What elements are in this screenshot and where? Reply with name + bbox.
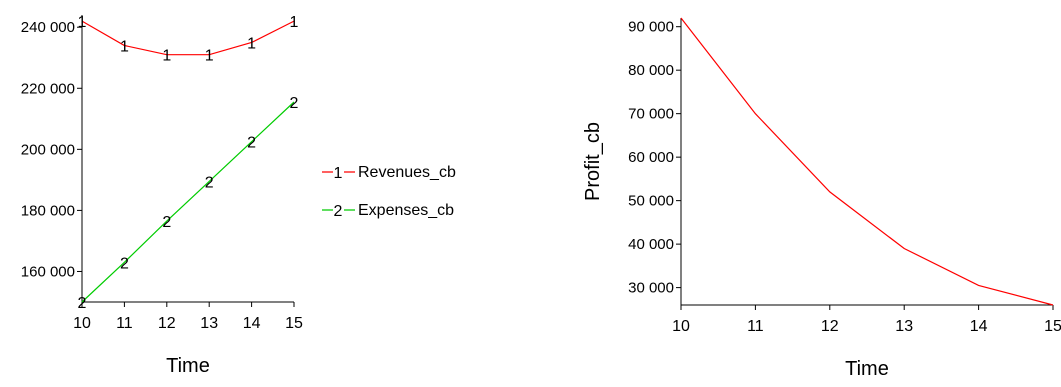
chart1-expenses-cb-point-marker: 2 bbox=[247, 135, 256, 152]
chart1-x-tick-label: 13 bbox=[200, 315, 218, 332]
chart1-revenues-cb-point-marker: 1 bbox=[120, 39, 129, 56]
chart2-y-tick-label: 40 000 bbox=[628, 236, 674, 253]
chart1-revenues-cb-point-marker: 1 bbox=[162, 48, 171, 65]
chart1-revenues-cb-line bbox=[81, 20, 295, 56]
chart1-legend-revenues-cb-marker: 1 bbox=[334, 165, 343, 182]
chart1-y-tick-label: 180 000 bbox=[21, 202, 75, 219]
chart2-y-tick-label: 90 000 bbox=[628, 19, 674, 36]
chart1-legend-expenses-cb-marker-bg bbox=[333, 203, 344, 217]
chart2-x-tick-label: 13 bbox=[895, 318, 913, 335]
chart1-x-tick-label: 11 bbox=[116, 315, 133, 332]
chart1-x-tick-label: 10 bbox=[73, 315, 91, 332]
chart1-legend-expenses-cb-label: Expenses_cb bbox=[358, 202, 454, 219]
chart2-x-tick-label: 15 bbox=[1044, 318, 1061, 335]
chart2-x-tick-label: 10 bbox=[672, 318, 690, 335]
chart2-y-tick-label: 60 000 bbox=[628, 149, 674, 166]
chart1-expenses-cb-point-marker: 2 bbox=[120, 255, 129, 272]
chart1-y-tick-label: 160 000 bbox=[21, 263, 75, 280]
chart1-expenses-cb-point-marker: 2 bbox=[162, 214, 171, 231]
chart1-revenues-cb-point-marker: 1 bbox=[78, 14, 87, 31]
chart2-series-line bbox=[680, 17, 1054, 306]
chart2-y-tick-label: 50 000 bbox=[628, 193, 674, 210]
chart1-x-axis-label: Time bbox=[166, 355, 210, 377]
chart1-expenses-cb-point-marker: 2 bbox=[205, 174, 214, 191]
chart1-expenses-cb-line bbox=[81, 101, 295, 303]
chart1-y-tick-label: 220 000 bbox=[21, 80, 75, 97]
chart1-expenses-cb-point-marker: 2 bbox=[290, 95, 299, 112]
chart2-x-tick-label: 14 bbox=[970, 318, 988, 335]
chart1-expenses-cb-point-marker: 2 bbox=[78, 295, 87, 312]
chart2-y-axis-label: Profit_cb bbox=[582, 122, 604, 201]
chart1-revenues-cb-point-marker: 1 bbox=[205, 48, 214, 65]
chart2-y-tick-label: 80 000 bbox=[628, 62, 674, 79]
chart1-legend-revenues-cb-marker-bg bbox=[333, 165, 344, 179]
chart2-x-tick-label: 11 bbox=[747, 318, 764, 335]
chart1-revenues-cb-point-marker: 1 bbox=[290, 14, 299, 31]
chart2-y-tick-label: 70 000 bbox=[628, 106, 674, 123]
chart1-y-tick-label: 200 000 bbox=[21, 141, 75, 158]
chart1-x-tick-label: 14 bbox=[243, 315, 261, 332]
chart1-legend-revenues-cb-label: Revenues_cb bbox=[358, 164, 456, 181]
chart1-x-tick-label: 15 bbox=[285, 315, 303, 332]
chart1-legend-expenses-cb-marker: 2 bbox=[334, 203, 343, 220]
chart1-x-tick-label: 12 bbox=[158, 315, 176, 332]
chart2-x-axis-label: Time bbox=[845, 358, 889, 380]
chart1-revenues-cb-point-marker: 1 bbox=[247, 35, 256, 52]
chart1-y-tick-label: 240 000 bbox=[21, 19, 75, 36]
chart2-x-tick-label: 12 bbox=[821, 318, 839, 335]
chart2-y-tick-label: 30 000 bbox=[628, 280, 674, 297]
